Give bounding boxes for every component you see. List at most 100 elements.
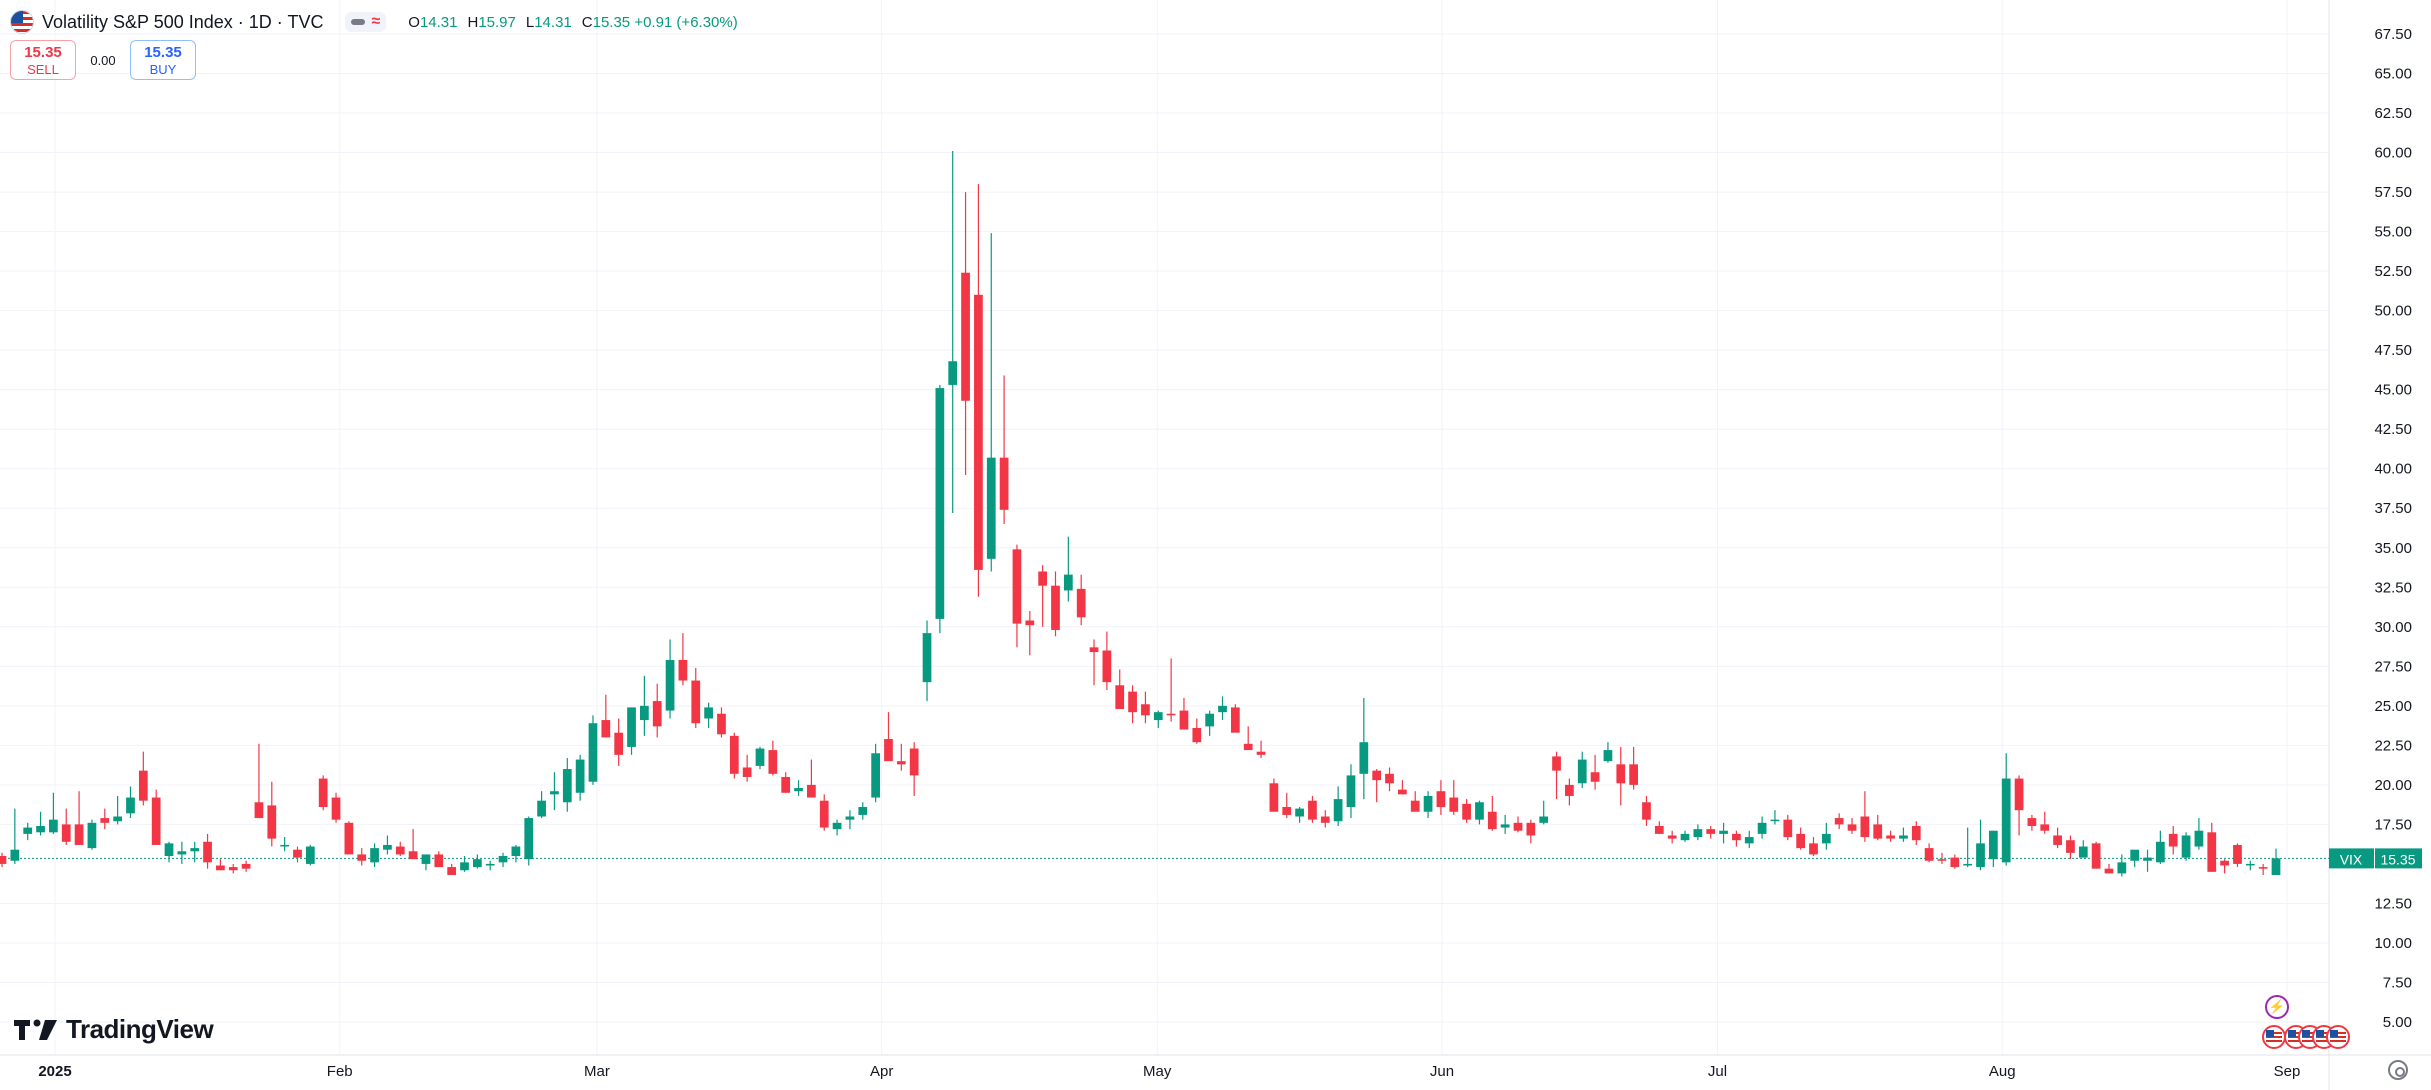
candle: [1526, 819, 1536, 844]
candle: [1320, 810, 1330, 828]
candle: [472, 854, 482, 869]
candle-body: [190, 848, 200, 852]
candle-body: [421, 854, 431, 864]
candle-body: [1025, 620, 1035, 626]
candle: [2181, 832, 2191, 861]
buy-button[interactable]: 15.35 BUY: [130, 40, 196, 80]
time-axis[interactable]: 2025 Feb Mar Apr May Jun Jul Aug Sep: [38, 1063, 2300, 1080]
candle: [228, 863, 238, 874]
candle-body: [1552, 756, 1561, 771]
candle-body: [896, 761, 906, 765]
candle: [1462, 799, 1471, 823]
candle-body: [2078, 846, 2088, 858]
candle-body: [1230, 707, 1240, 733]
candle-body: [948, 361, 958, 385]
candle-body: [2053, 835, 2062, 845]
candle-body: [2040, 824, 2050, 831]
candle: [1179, 697, 1189, 730]
x-tick-label: Feb: [327, 1063, 353, 1080]
candle-body: [1475, 802, 1484, 820]
candle-body: [1680, 833, 1690, 841]
candle: [498, 852, 508, 868]
candle: [832, 819, 842, 836]
candle-body: [562, 769, 572, 803]
candle: [151, 789, 161, 845]
candle: [1552, 751, 1561, 800]
candle-body: [999, 457, 1009, 510]
candle: [1333, 786, 1343, 826]
candle-body: [768, 750, 778, 774]
candle: [858, 802, 868, 820]
candle: [1783, 814, 1793, 841]
candle-body: [357, 854, 367, 861]
candle: [357, 848, 367, 866]
candle-body: [267, 805, 277, 839]
candle-body: [1821, 833, 1831, 844]
buy-label: BUY: [149, 62, 177, 77]
candle-body: [344, 822, 354, 855]
candle: [819, 794, 829, 831]
bolt-icon[interactable]: ⚡: [2265, 995, 2289, 1019]
symbol-title[interactable]: Volatility S&P 500 Index · 1D · TVC: [42, 11, 324, 32]
y-tick-label: 40.00: [2374, 461, 2412, 478]
tradingview-logo[interactable]: TradingView: [14, 1014, 214, 1045]
candle-body: [1847, 824, 1857, 831]
candle: [1385, 767, 1394, 792]
candle: [1051, 571, 1060, 637]
candle: [126, 786, 135, 819]
candle-body: [472, 859, 482, 868]
candle-body: [2001, 778, 2011, 863]
candle: [678, 633, 688, 686]
candle: [2130, 849, 2140, 868]
sell-button[interactable]: 15.35 SELL: [10, 40, 76, 80]
candle-body: [1410, 800, 1420, 812]
candle-body: [1873, 824, 1883, 839]
candle-body: [1513, 822, 1523, 831]
candle: [2104, 863, 2114, 874]
candle: [896, 743, 906, 771]
candle-body: [395, 846, 405, 855]
candle-body: [1359, 742, 1369, 774]
candle-body: [742, 767, 752, 777]
candle-body: [293, 849, 302, 858]
candle: [421, 854, 431, 871]
candle-body: [1526, 822, 1536, 836]
candle: [999, 375, 1009, 525]
candle-body: [691, 680, 701, 724]
settings-icon[interactable]: [2388, 1060, 2408, 1080]
tradingview-logo-icon: [14, 1019, 57, 1040]
candle: [1565, 778, 1574, 806]
candle-body: [909, 748, 919, 776]
candle: [524, 816, 534, 866]
candle: [1012, 544, 1022, 648]
candle: [395, 841, 405, 857]
candle: [36, 811, 45, 836]
eye-icon[interactable]: [351, 19, 366, 25]
wave-icon[interactable]: ≈: [371, 13, 381, 30]
legend-controls[interactable]: ≈: [345, 12, 387, 32]
candle: [845, 810, 855, 830]
candle: [691, 667, 701, 728]
candle: [935, 384, 945, 634]
last-price-tag: VIX 15.35: [2329, 848, 2422, 869]
candle: [293, 846, 302, 863]
candle: [1500, 814, 1510, 834]
candle-body: [2207, 832, 2217, 872]
candle: [1590, 754, 1600, 790]
candle: [177, 841, 187, 864]
candle-body: [794, 788, 803, 792]
candle-body: [1744, 837, 1754, 844]
candle: [640, 675, 649, 736]
candle-body: [1937, 859, 1947, 861]
event-flags[interactable]: [2262, 1024, 2358, 1050]
x-tick-label: May: [1143, 1063, 1172, 1080]
candle: [1115, 669, 1125, 710]
price-axis[interactable]: 67.50 65.00 62.50 60.00 57.50 55.00 52.50 50.00…: [2374, 26, 2412, 1031]
candle: [2066, 835, 2075, 860]
candle-body: [1205, 713, 1215, 727]
y-tick-label: 20.00: [2374, 777, 2412, 794]
candle: [1153, 710, 1163, 728]
candle: [1038, 565, 1048, 627]
